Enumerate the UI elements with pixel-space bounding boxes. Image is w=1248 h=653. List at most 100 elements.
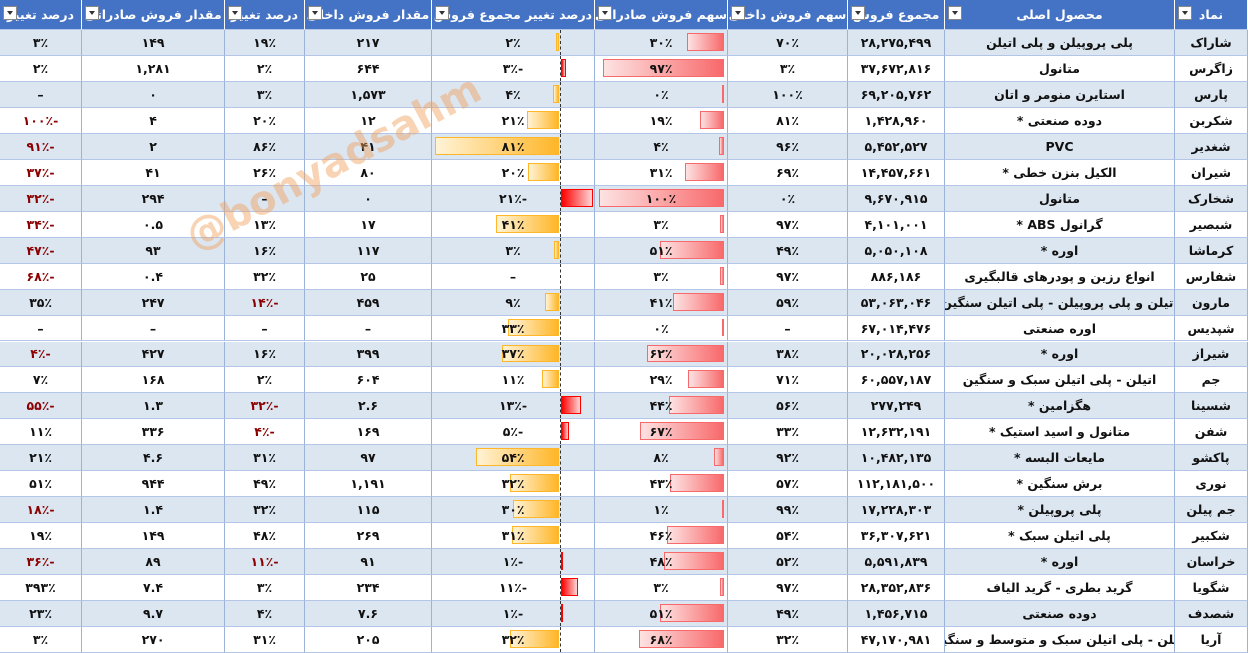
table-cell: ۹۷٪ (728, 575, 848, 602)
table-cell: ۰.۵ (82, 211, 225, 238)
cell-text: ۴۱ (360, 138, 376, 154)
data-bar (720, 578, 724, 597)
cell-text: ۱۳٪ (253, 216, 276, 232)
cell-text: ۱۱۷ (356, 242, 380, 258)
filter-button[interactable] (731, 6, 745, 20)
data-bar (646, 344, 724, 363)
table-cell: ۱۶۸ (82, 367, 225, 394)
table-cell: ۱۶٪ (225, 341, 305, 368)
filter-button[interactable] (3, 6, 17, 20)
data-bar (722, 500, 724, 519)
table-cell: ۴۹٪ (225, 471, 305, 498)
cell-text: ۹,۶۷۰,۹۱۵ (864, 190, 928, 206)
cell-text: ۴۱٪ (501, 216, 525, 232)
bar-axis (560, 419, 561, 445)
data-bar (542, 370, 559, 389)
table-cell: ۵۱٪ (595, 601, 728, 628)
table-cell: ۷۱٪ (728, 367, 848, 394)
cell-text: ۳٪ (505, 242, 521, 258)
header-label: درصد تغییر (231, 7, 298, 22)
filter-button[interactable] (948, 6, 962, 20)
table-cell: شیراز (1175, 341, 1248, 368)
table-cell: -۳٪ (432, 55, 595, 82)
table-cell: ۸٪ (595, 445, 728, 472)
data-bar (722, 318, 724, 337)
filter-button[interactable] (85, 6, 99, 20)
table-cell: ۸۱٪ (432, 133, 595, 160)
table-cell: ۸۸۶,۱۸۶ (848, 263, 945, 290)
table-cell: ۳٪ (595, 575, 728, 602)
cell-text: – (364, 320, 372, 336)
table-cell: ۳۳٪ (728, 419, 848, 446)
data-bar (686, 33, 724, 51)
cell-text: ۵,۵۹۱,۸۳۹ (864, 554, 928, 570)
data-bar (513, 500, 559, 519)
bar-axis (560, 211, 561, 237)
bar-axis (560, 367, 561, 393)
data-bar (510, 474, 559, 493)
bar-axis (560, 159, 561, 185)
cell-text: -۳۷٪ (26, 164, 55, 180)
table-cell: شسینا (1175, 393, 1248, 420)
table-cell: ۵۴٪ (432, 445, 595, 472)
cell-text: ۵۶٪ (776, 398, 799, 414)
cell-text: -۱۳٪ (498, 398, 528, 414)
cell-text: گرانول ABS * (1016, 216, 1103, 232)
bar-axis (560, 81, 561, 107)
filter-button[interactable] (851, 6, 865, 20)
table-cell: ۰٪ (728, 185, 848, 212)
cell-text: ۴۹٪ (776, 242, 799, 258)
table-cell: ۴۸٪ (225, 523, 305, 550)
data-bar (719, 136, 724, 155)
cell-text: ۸۹ (145, 554, 161, 570)
cell-text: ۲۶٪ (253, 164, 276, 180)
cell-text: گرید بطری - گرید الیاف (986, 580, 1133, 596)
cell-text: -۳۴٪ (26, 216, 55, 232)
filter-button[interactable] (228, 6, 242, 20)
cell-text: ۹۱ (360, 554, 376, 570)
cell-text: ۱۱۲,۱۸۱,۵۰۰ (856, 476, 936, 492)
table-cell: -۱۳٪ (432, 393, 595, 420)
table-cell: ۳٪ (225, 575, 305, 602)
cell-text: – (149, 320, 157, 336)
table-cell: ۴۵۹ (305, 289, 432, 316)
cell-text: اتیلن و پلی پروپیلن - پلی اتیلن سنگین (945, 294, 1175, 310)
filter-button[interactable] (308, 6, 322, 20)
table-cell: ۲۱٪ (432, 107, 595, 134)
data-bar (435, 136, 559, 155)
header-label: سهم فروش صادراتی (595, 7, 728, 22)
table-cell: ۸۹ (82, 549, 225, 576)
table-cell: ۳۰٪ (432, 497, 595, 524)
cell-text: ۹۹٪ (776, 502, 799, 518)
table-cell: ۱۴,۴۵۷,۶۶۱ (848, 159, 945, 186)
table-cell: – (432, 263, 595, 290)
cell-text: ۳۲٪ (253, 268, 276, 284)
table-cell: ۲۷۰ (82, 627, 225, 653)
filter-button[interactable] (435, 6, 449, 20)
cell-text: -۱۴٪ (250, 294, 279, 310)
table-cell: شگویا (1175, 575, 1248, 602)
cell-text: دوده صنعتی * (1016, 112, 1103, 128)
table-cell: اوره صنعتی (945, 315, 1175, 342)
cell-text: ۰.۵ (143, 216, 164, 232)
bar-axis (560, 185, 561, 211)
cell-text: ۴۹٪ (776, 606, 799, 622)
table-cell: استایرن منومر و اتان (945, 81, 1175, 108)
table-cell: ۱۰۰٪ (728, 81, 848, 108)
filter-button[interactable] (598, 6, 612, 20)
cell-text: ۵۱٪ (649, 606, 673, 622)
table-cell: زاگرس (1175, 55, 1248, 82)
cell-text: – (37, 320, 44, 336)
cell-text: ۰٪ (779, 190, 796, 206)
cell-text: ۱۰,۴۸۲,۱۳۵ (860, 450, 932, 466)
cell-text: ۳٪ (32, 34, 49, 50)
table-cell: ۵۹٪ (728, 289, 848, 316)
table-cell: شپدیس (1175, 315, 1248, 342)
cell-text: ۲۰۵ (356, 632, 380, 647)
table-cell: اوره * (945, 341, 1175, 368)
header-label: نماد (1198, 7, 1224, 22)
cell-text: ۹۳ (145, 242, 161, 258)
table-cell: -۵۵٪ (0, 393, 82, 420)
data-bar (664, 552, 724, 571)
filter-button[interactable] (1178, 6, 1192, 20)
